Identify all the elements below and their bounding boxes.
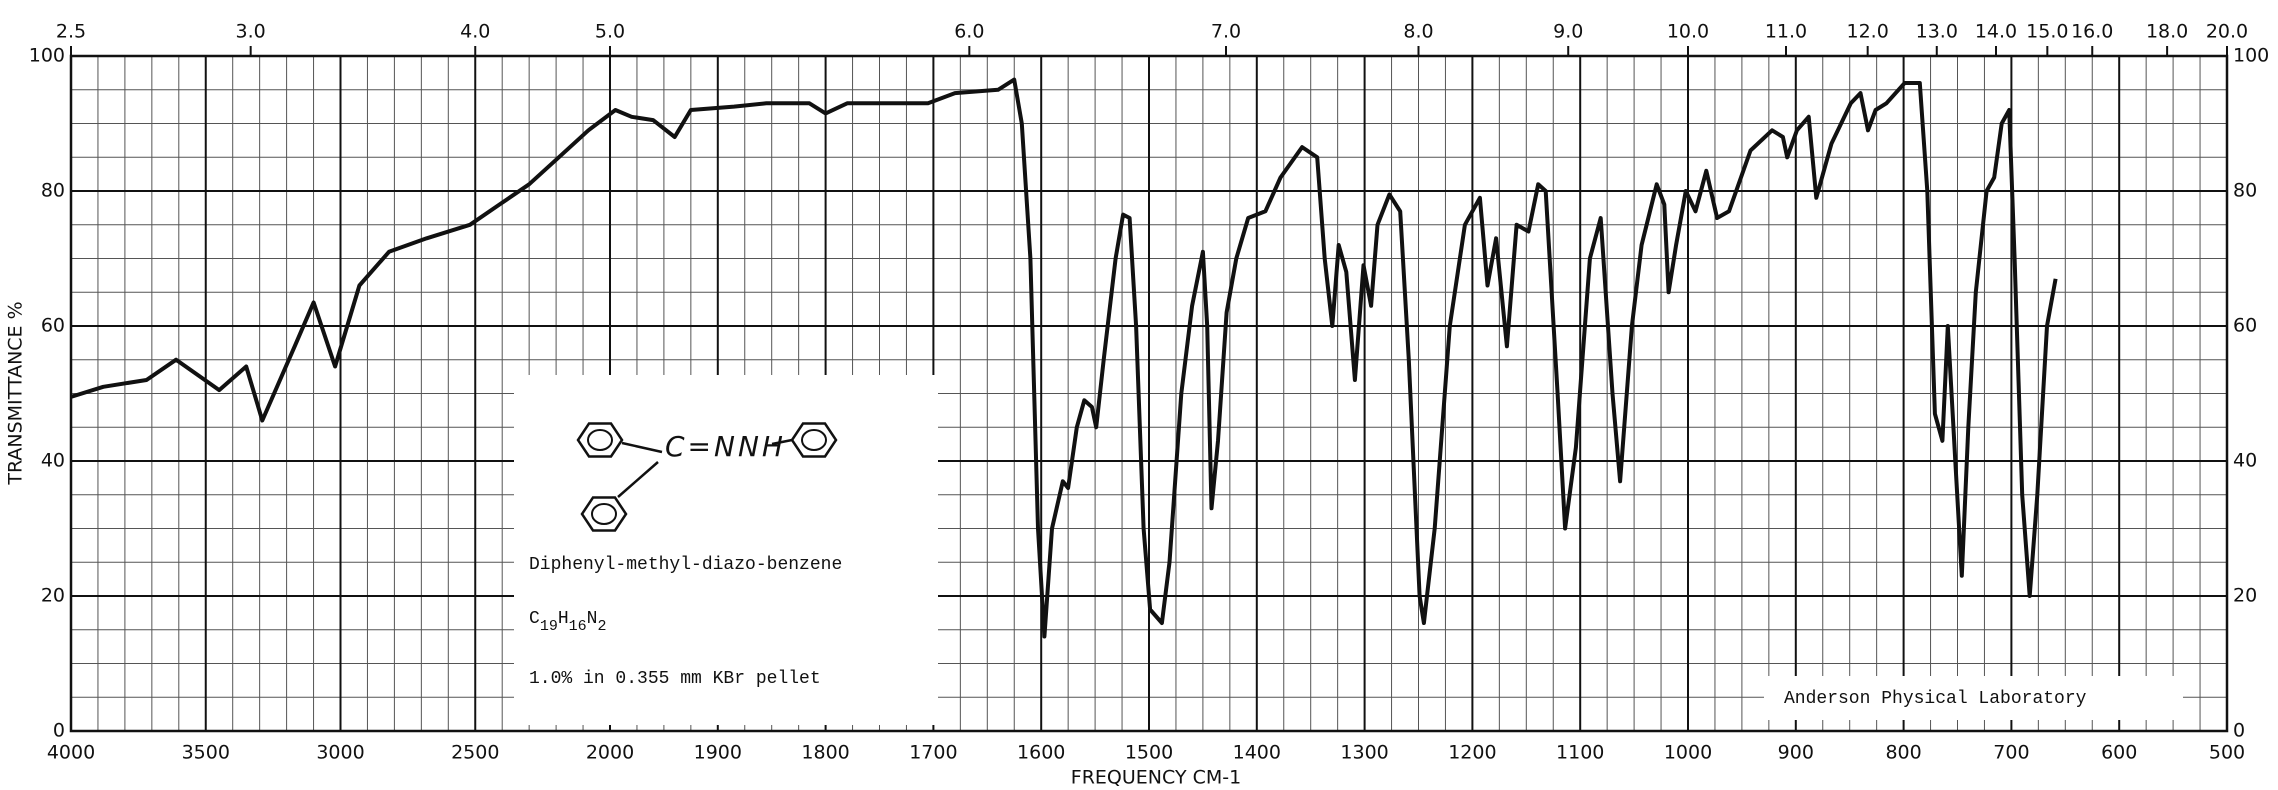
top-tick-label: 7.0	[1211, 21, 1241, 43]
x-tick-label: 1400	[1233, 742, 1281, 764]
benzene-inner	[801, 429, 827, 451]
x-tick-label: 3500	[182, 742, 230, 764]
top-tick-label: 13.0	[1916, 21, 1958, 43]
top-tick-label: 5.0	[595, 21, 625, 43]
x-tick-label: 500	[2209, 742, 2245, 764]
y-tick-label: 80	[41, 180, 65, 202]
benzene-ring	[576, 422, 624, 458]
y-tick-label: 60	[41, 315, 65, 337]
x-tick-label: 2500	[451, 742, 499, 764]
top-tick-label: 16.0	[2071, 21, 2113, 43]
top-tick-label: 4.0	[460, 21, 490, 43]
top-tick-label: 2.5	[56, 21, 86, 43]
top-tick-label: 15.0	[2026, 21, 2068, 43]
x-tick-label: 4000	[47, 742, 95, 764]
x-tick-label: 800	[1885, 742, 1921, 764]
y-tick-label-right: 60	[2233, 315, 2257, 337]
compound-name: Diphenyl-methyl-diazo-benzene	[529, 555, 842, 575]
x-tick-label: 1700	[909, 742, 957, 764]
top-tick-label: 12.0	[1847, 21, 1889, 43]
x-tick-label: 1300	[1340, 742, 1388, 764]
top-tick-label: 20.0	[2206, 21, 2248, 43]
y-tick-label-right: 40	[2233, 450, 2257, 472]
top-tick-label: 11.0	[1765, 21, 1807, 43]
x-axis-label: FREQUENCY CM-1	[1071, 767, 1241, 789]
top-tick-label: 14.0	[1975, 21, 2017, 43]
spectrum-line	[70, 77, 2058, 639]
top-tick-label: 18.0	[2146, 21, 2188, 43]
y-tick-label: 0	[53, 720, 65, 742]
y-tick-label: 40	[41, 450, 65, 472]
x-tick-label: 1500	[1125, 742, 1173, 764]
x-tick-label: 1800	[801, 742, 849, 764]
conditions: 1.0% in 0.355 mm KBr pellet	[529, 669, 821, 689]
y-tick-label-right: 80	[2233, 180, 2257, 202]
y-tick-label-right: 20	[2233, 585, 2257, 607]
benzene-inner	[591, 503, 617, 525]
y-tick-label: 20	[41, 585, 65, 607]
top-tick-label: 3.0	[236, 21, 266, 43]
y-axis-label: TRANSMITTANCE %	[5, 301, 27, 485]
benzene-ring	[580, 496, 628, 532]
x-tick-label: 1900	[694, 742, 742, 764]
y-tick-label: 100	[29, 45, 65, 67]
top-tick-label: 6.0	[954, 21, 984, 43]
bond	[771, 438, 793, 446]
x-tick-label: 900	[1778, 742, 1814, 764]
bond	[621, 441, 663, 454]
x-tick-label: 1600	[1017, 742, 1065, 764]
x-tick-label: 1100	[1556, 742, 1604, 764]
y-tick-label-right: 0	[2233, 720, 2245, 742]
top-tick-label: 8.0	[1403, 21, 1433, 43]
y-tick-label-right: 100	[2233, 45, 2269, 67]
formula: C19H16N2	[529, 609, 606, 635]
plot-frame	[69, 54, 2229, 733]
x-tick-label: 700	[1993, 742, 2029, 764]
lab-name: Anderson Physical Laboratory	[1784, 689, 2087, 709]
x-tick-label: 600	[2101, 742, 2137, 764]
x-tick-label: 2000	[586, 742, 634, 764]
grid	[70, 55, 2228, 732]
structure-group: C=NNH	[665, 430, 786, 463]
top-tick-label: 9.0	[1553, 21, 1583, 43]
top-tick-label: 10.0	[1667, 21, 1709, 43]
bond	[617, 461, 659, 498]
x-tick-label: 1000	[1664, 742, 1712, 764]
annotation-box	[514, 375, 938, 725]
x-tick-label: 1200	[1448, 742, 1496, 764]
benzene-inner	[587, 429, 613, 451]
lab-box	[1764, 676, 2183, 720]
x-tick-label: 3000	[316, 742, 364, 764]
